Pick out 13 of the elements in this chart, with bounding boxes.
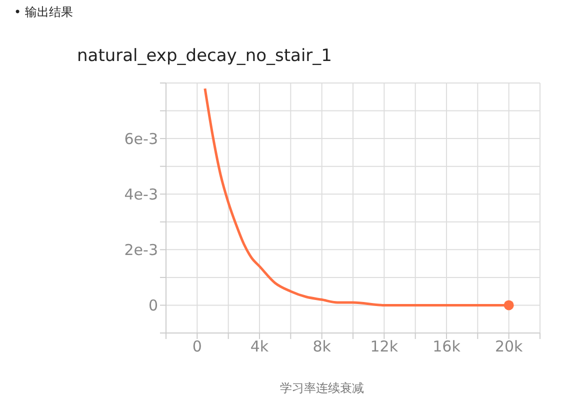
x-tick-label: 0 <box>192 338 202 356</box>
y-tick-label: 0 <box>148 296 158 315</box>
x-tick-label: 4k <box>250 338 269 356</box>
y-tick-label: 6e-3 <box>124 130 158 148</box>
y-tick-label: 2e-3 <box>124 240 158 259</box>
text: • 输出结果 <box>14 4 73 21</box>
y-tick-label: 4e-3 <box>124 185 158 204</box>
chart-title: natural_exp_decay_no_stair_1 <box>77 46 332 66</box>
x-tick-label: 12k <box>370 338 398 356</box>
text: 学习率连续衰减 <box>280 380 364 397</box>
x-tick-label: 8k <box>312 338 332 356</box>
x-tick-label: 20k <box>494 338 524 356</box>
x-tick-label: 16k <box>432 338 461 356</box>
